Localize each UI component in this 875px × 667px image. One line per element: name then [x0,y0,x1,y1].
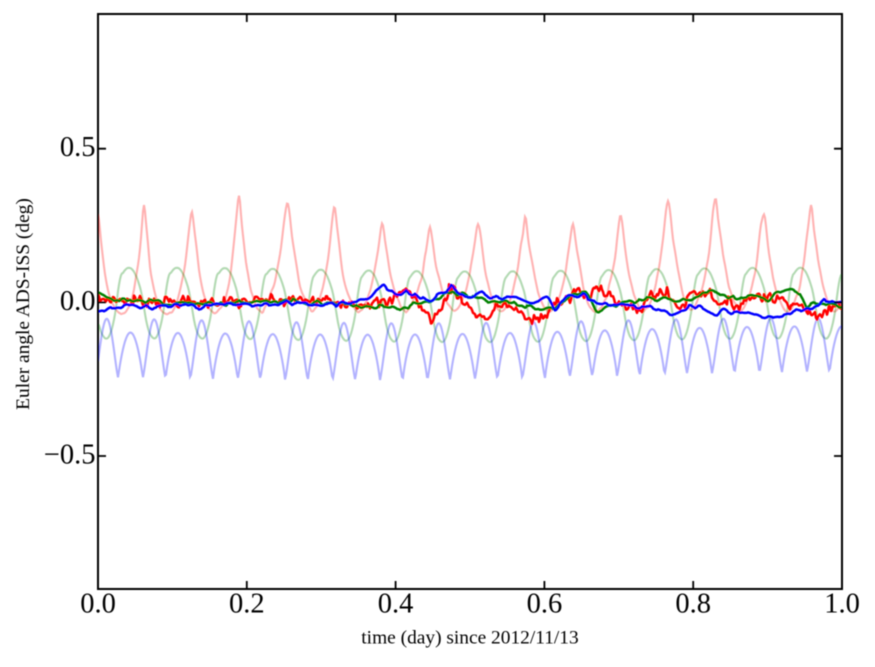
svg-text:0.4: 0.4 [378,589,414,620]
svg-text:Euler angle ADS-ISS (deg): Euler angle ADS-ISS (deg) [13,198,34,410]
svg-text:1.0: 1.0 [824,589,860,620]
svg-text:0.8: 0.8 [675,589,711,620]
svg-text:0.0: 0.0 [60,286,96,317]
svg-text:0.6: 0.6 [527,589,563,620]
svg-text:−0.5: −0.5 [44,440,96,471]
svg-text:0.2: 0.2 [229,589,265,620]
svg-text:0.5: 0.5 [60,132,96,163]
svg-text:time (day) since 2012/11/13: time (day) since 2012/11/13 [361,628,578,649]
svg-text:0.0: 0.0 [80,589,116,620]
